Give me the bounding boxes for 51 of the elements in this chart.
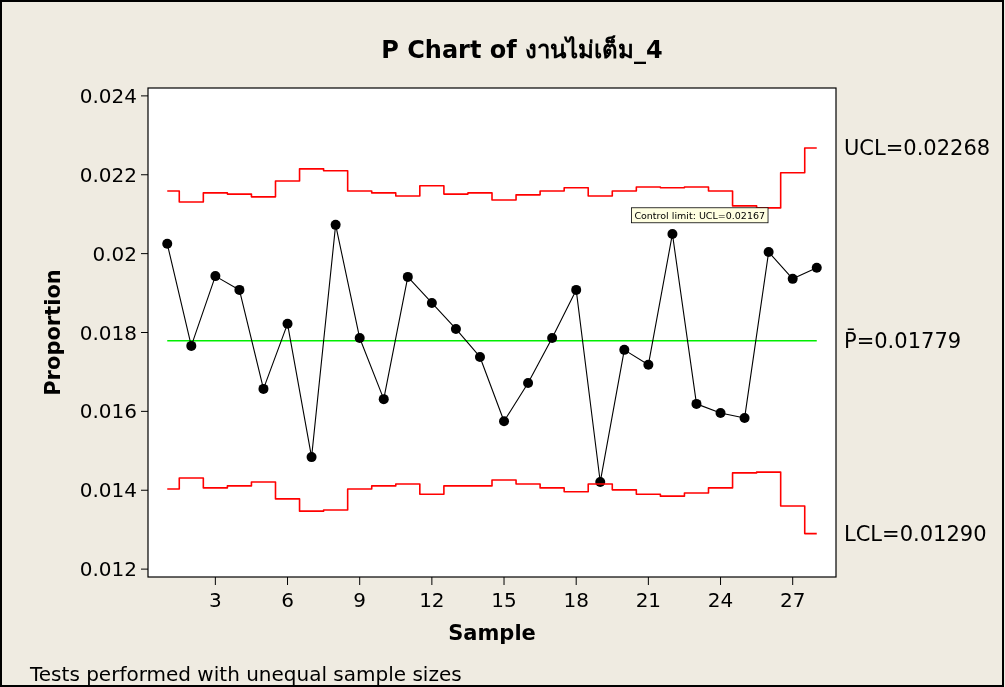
x-axis-title: Sample [448,621,536,645]
point [499,416,510,427]
point [547,333,558,344]
y-tick-label: 0.012 [79,557,137,582]
y-axis-title: Proportion [41,269,65,396]
x-tick-label: 24 [707,588,734,612]
y-tick-label: 0.022 [79,162,137,187]
annotation: Control limit: UCL=0.02167 [634,209,766,221]
x-tick-label: 27 [779,588,806,612]
point [426,297,437,308]
point [571,284,582,295]
x-tick-label: 12 [419,588,445,612]
x-tick-label: 9 [353,588,367,612]
x-tick-label: 15 [491,588,517,612]
point [667,228,678,239]
point [739,413,750,424]
x-tick-label: 21 [635,588,662,612]
point [186,340,197,351]
x-tick-label: 6 [281,588,294,612]
x-tick-label: 3 [208,588,222,612]
point [523,377,534,388]
chart-title: P Chart of งานไม่เต็ม_4 [381,35,663,64]
point [210,271,221,282]
y-tick-label: 0.016 [79,399,137,424]
point [282,318,293,329]
series-label: UCL=0.02268 [844,135,991,160]
text: Tests performed with unequal sample sizes [29,662,462,686]
point [258,383,269,394]
point [234,284,245,295]
point [811,262,822,273]
point [378,394,389,405]
x-tick-label: 18 [563,588,589,612]
point [330,219,341,230]
point [450,323,461,334]
point [787,273,798,284]
point [691,398,702,409]
y-tick-label: 0.014 [79,478,137,503]
point [474,351,485,362]
point [715,407,726,418]
point [354,333,365,344]
point [619,344,630,355]
ref-line-label: P̄=0.01779 [844,327,962,353]
series-label: LCL=0.01290 [844,521,987,546]
point [402,271,413,282]
point [162,238,173,249]
point [643,359,654,370]
y-tick-label: 0.02 [92,241,137,266]
y-tick-label: 0.018 [79,320,137,345]
point [763,247,774,258]
y-tick-label: 0.024 [79,83,137,108]
point [306,452,317,463]
